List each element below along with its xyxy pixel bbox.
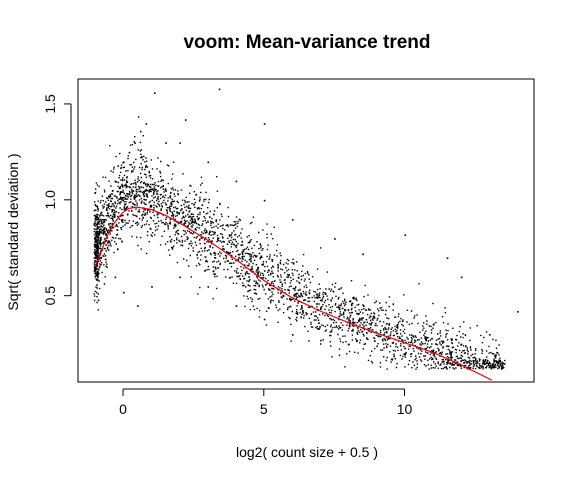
scatter-point: [263, 123, 266, 125]
y-tick-label: 1.5: [42, 94, 58, 114]
y-tick-label: 1.0: [42, 190, 58, 210]
scatter-point: [145, 123, 148, 125]
scatter-point: [488, 334, 491, 336]
scatter-point: [154, 92, 156, 95]
scatter-point: [97, 272, 100, 275]
scatter-point: [179, 276, 181, 279]
scatter-point: [184, 119, 187, 121]
scatter-point: [446, 257, 449, 259]
x-tick-label: 10: [397, 401, 413, 417]
scatter-point: [235, 180, 238, 183]
x-axis: 0 5 10: [119, 388, 413, 417]
scatter-point-cloud: [93, 116, 506, 370]
trend-line-layer: [94, 206, 493, 381]
scatter-point: [517, 311, 519, 313]
scatter-point: [432, 349, 435, 351]
scatter-point: [404, 353, 407, 355]
scatter-point: [114, 276, 117, 279]
scatter-point: [291, 218, 294, 221]
scatter-point: [165, 142, 167, 144]
scatter-point: [111, 190, 114, 192]
scatter-point: [97, 299, 100, 302]
scatter-point: [134, 142, 136, 144]
chart-title: voom: Mean-variance trend: [183, 32, 430, 53]
scatter-point: [362, 253, 364, 256]
scatter-point: [263, 318, 266, 321]
y-axis: 0.5 1.0 1.5: [42, 94, 72, 306]
scatter-point: [263, 199, 266, 202]
scatter-point: [128, 151, 131, 154]
scatter-point: [334, 238, 336, 240]
scatter-point: [235, 305, 238, 307]
x-tick-label: 5: [260, 401, 268, 417]
scatter-point: [114, 180, 117, 183]
scatter-point: [460, 343, 463, 346]
scatter-point: [151, 286, 153, 288]
scatter-point: [376, 345, 378, 348]
y-tick-label: 0.5: [42, 286, 58, 306]
scatter-point: [320, 339, 322, 342]
scatter-point: [218, 88, 221, 91]
scatter-point: [106, 209, 108, 212]
y-axis-label: Sqrt( standard deviation ): [5, 153, 21, 310]
scatter-point: [108, 195, 111, 198]
scatter-point: [117, 165, 120, 167]
scatter-point: [291, 334, 294, 336]
x-axis-label: log2( count size + 0.5 ): [236, 444, 378, 460]
x-tick-label: 0: [119, 401, 127, 417]
plot-frame: [77, 78, 535, 383]
scatter-point: [207, 286, 210, 288]
scatter-point: [179, 142, 181, 144]
scatter-point: [137, 305, 139, 307]
scatter-point: [123, 291, 125, 294]
scatter-point: [103, 228, 105, 231]
scatter-point: [100, 257, 103, 259]
scatter-point: [207, 161, 210, 164]
scatter-point: [460, 276, 463, 279]
scatter-points: [93, 88, 519, 370]
trend-line: [94, 206, 493, 381]
scatter-point: [348, 343, 350, 346]
scatter-point: [404, 234, 407, 236]
scatter-point: [139, 130, 142, 133]
scatter-point: [123, 161, 125, 164]
